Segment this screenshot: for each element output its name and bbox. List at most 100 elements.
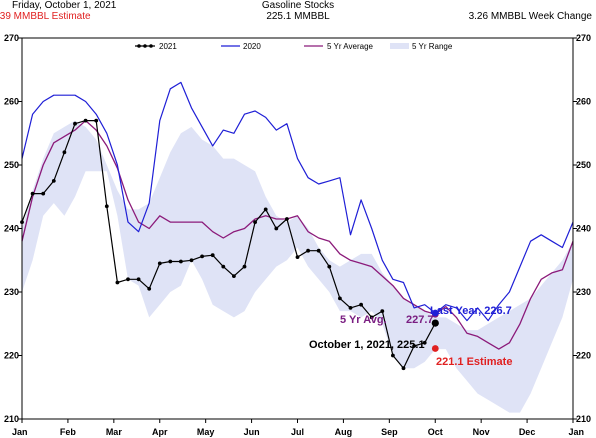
- marker-2021-week-6: [83, 118, 88, 123]
- x-tick-label-1: Feb: [60, 427, 77, 437]
- marker-2021-week-22: [253, 220, 257, 225]
- y-tick-label-right-210: 210: [576, 414, 591, 424]
- marker-2021-week-15: [179, 259, 183, 264]
- header-estimate: .39 MMBBL Estimate: [0, 11, 91, 22]
- annotation-estimate: 221.1 Estimate: [436, 356, 512, 368]
- marker-2021-week-10: [126, 277, 130, 282]
- x-tick-label-5: Jun: [244, 427, 260, 437]
- legend-marker-2021-a: [137, 44, 141, 48]
- marker-2021-week-34: [380, 309, 385, 313]
- marker-2021-week-7: [94, 118, 99, 123]
- legend: 2021 2020 5 Yr Average 5 Yr Range: [135, 42, 453, 51]
- series-line-2021: [21, 119, 436, 369]
- marker-estimate: [431, 345, 439, 352]
- marker-2021-week-28: [316, 248, 321, 253]
- marker-2021-week-3: [51, 179, 56, 183]
- y-tick-label-right-240: 240: [576, 224, 591, 234]
- marker-2021-week-20: [232, 274, 236, 278]
- y-tick-label-right-260: 260: [576, 97, 591, 107]
- marker-2021-week-1: [30, 191, 35, 196]
- marker-2021-week-21: [242, 264, 247, 269]
- marker-2021-week-4: [62, 150, 67, 155]
- x-tick-label-7: Aug: [335, 427, 353, 437]
- legend-marker-2021-b: [143, 44, 147, 48]
- marker-2021-week-37: [412, 344, 416, 348]
- y-tick-label-left-240: 240: [4, 224, 19, 234]
- series-line-2020: [21, 81, 574, 322]
- series-lines: [21, 81, 574, 369]
- marker-2021-week-8: [104, 204, 109, 209]
- y-tick-label-left-230: 230: [4, 287, 19, 297]
- marker-2021-week-36: [401, 366, 406, 371]
- header-date: Friday, October 1, 2021: [12, 0, 117, 11]
- marker-2021-week-33: [369, 315, 374, 320]
- five-year-range-area: [22, 120, 573, 413]
- y-tick-labels: 210 210 220 220 230 230 240 240 250 250 260 260 270 2…: [4, 33, 591, 424]
- legend-item-5yr-range: 5 Yr Range: [390, 42, 453, 51]
- legend-label-5yr-average: 5 Yr Average: [327, 42, 374, 51]
- y-tick-label-right-220: 220: [576, 351, 591, 361]
- legend-swatch-5yr-range: [390, 43, 409, 49]
- y-tick-label-left-220: 220: [4, 351, 19, 361]
- x-tick-label-9: Oct: [428, 427, 443, 437]
- marker-2021-week-26: [295, 255, 300, 259]
- marker-2020-current: [431, 309, 439, 317]
- marker-2021-week-5: [73, 121, 77, 126]
- x-tick-label-8: Sep: [381, 427, 398, 437]
- marker-2021-week-17: [200, 254, 205, 259]
- axis-ticks: [18, 37, 577, 423]
- x-tick-label-10: Nov: [473, 427, 490, 437]
- marker-2021-week-38: [422, 340, 427, 345]
- marker-2021-week-24: [274, 226, 279, 231]
- marker-2021-week-14: [168, 259, 173, 264]
- legend-label-5yr-range: 5 Yr Range: [412, 42, 453, 51]
- annotation-5yr-avg-label: 5 Yr Avg.: [340, 314, 387, 326]
- x-tick-label-3: Apr: [152, 427, 168, 437]
- y-tick-label-left-270: 270: [4, 33, 19, 43]
- marker-2021-week-30: [338, 296, 342, 301]
- marker-2021-week-16: [189, 258, 194, 263]
- x-tick-label-6: Jul: [291, 427, 304, 437]
- series-markers: [20, 118, 439, 371]
- marker-2021-week-35: [391, 353, 395, 358]
- legend-marker-2021-c: [149, 44, 153, 48]
- marker-2021-week-19: [221, 264, 226, 269]
- y-tick-label-left-250: 250: [4, 160, 19, 170]
- annotation-current-week: October 1, 2021, 225.1: [309, 339, 425, 351]
- x-tick-labels: Jan Feb Mar Apr May Jun Jul Aug Sep Oct Nov Dec Jan: [12, 427, 584, 437]
- five-year-range-band: [22, 120, 573, 413]
- marker-2021-week-18: [210, 253, 215, 258]
- series-line-5yr-average: [21, 119, 574, 350]
- marker-2021-week-32: [359, 302, 363, 307]
- y-tick-label-right-250: 250: [576, 160, 591, 170]
- marker-2021-week-13: [157, 261, 162, 266]
- y-tick-label-right-270: 270: [576, 33, 591, 43]
- marker-2021-week-39: [431, 319, 439, 327]
- legend-label-2020: 2020: [243, 42, 261, 51]
- marker-2021-week-2: [41, 191, 46, 196]
- x-tick-label-11: Dec: [519, 427, 536, 437]
- legend-item-5yr-average: 5 Yr Average: [304, 42, 374, 51]
- annotation-last-year: Last Year, 226.7: [430, 305, 512, 317]
- x-tick-label-2: Mar: [106, 427, 123, 437]
- marker-2021-week-12: [147, 286, 152, 291]
- marker-2021-week-25: [285, 217, 289, 221]
- x-tick-label-0: Jan: [12, 427, 28, 437]
- y-tick-label-left-260: 260: [4, 97, 19, 107]
- legend-item-2020: 2020: [221, 42, 261, 51]
- x-tick-label-4: May: [197, 427, 215, 437]
- marker-2021-week-27: [306, 248, 310, 253]
- y-tick-label-right-230: 230: [576, 287, 591, 297]
- y-tick-label-left-210: 210: [4, 414, 19, 424]
- legend-label-2021: 2021: [159, 42, 177, 51]
- header-title: Gasoline Stocks: [262, 0, 334, 11]
- marker-2021-week-11: [136, 277, 141, 282]
- x-tick-label-12: Jan: [568, 427, 584, 437]
- marker-2021-week-23: [263, 207, 268, 212]
- header-week-change: 3.26 MMBBL Week Change: [469, 11, 593, 22]
- header-value: 225.1 MMBBL: [266, 11, 330, 22]
- marker-2021-week-29: [327, 264, 332, 269]
- annotation-5yr-avg-value: 227.7: [406, 314, 434, 326]
- marker-2021-week-31: [348, 306, 353, 310]
